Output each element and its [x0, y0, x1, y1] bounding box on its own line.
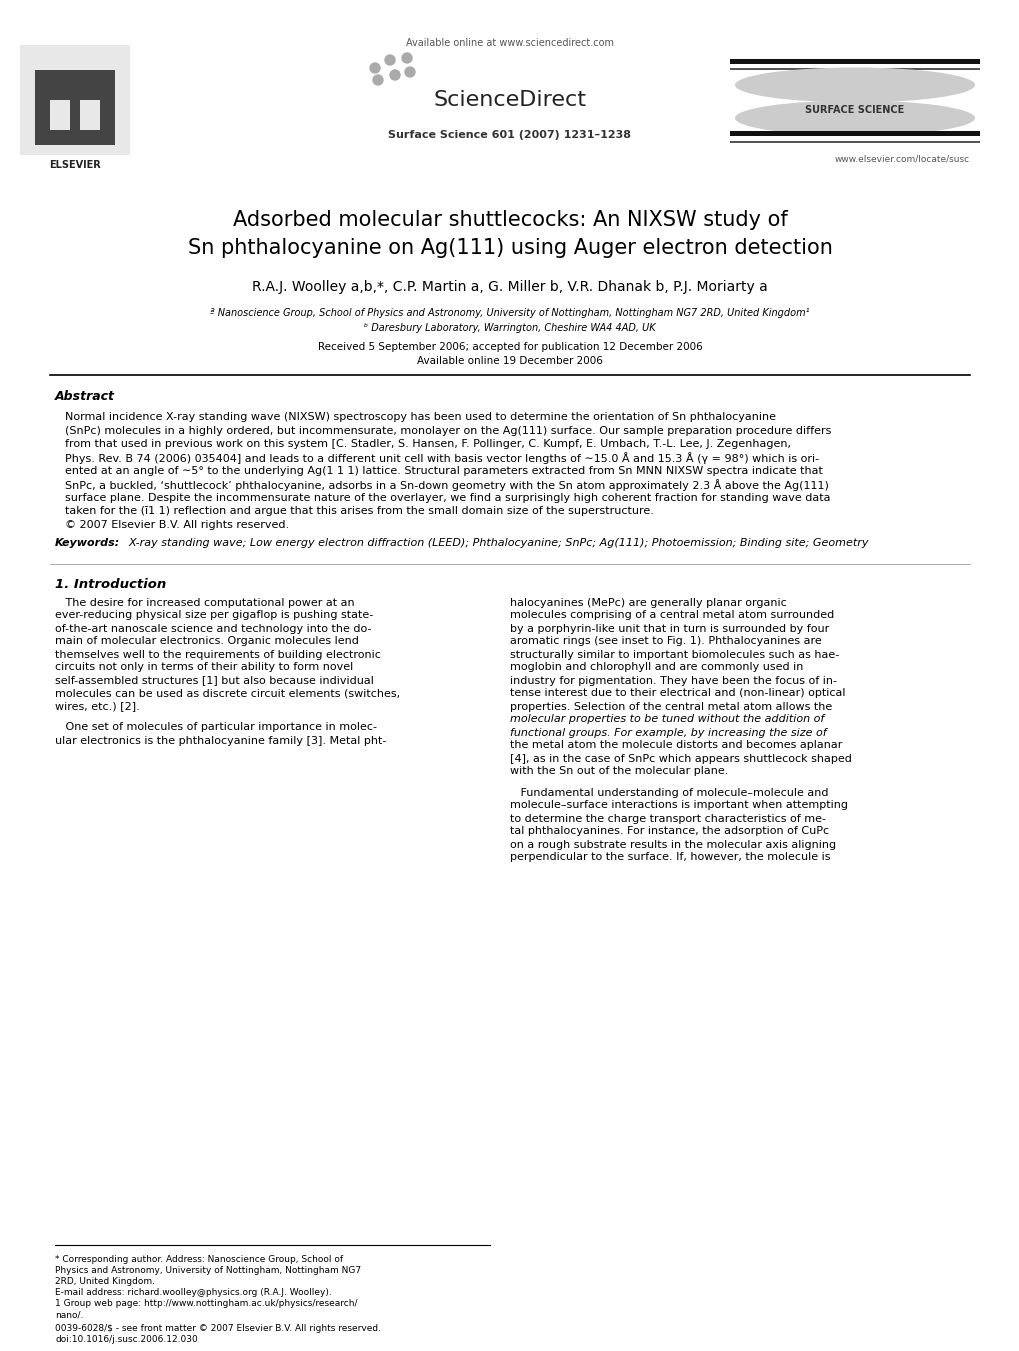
Bar [730, 68, 979, 70]
Text: molecular properties to be tuned without the addition of: molecular properties to be tuned without… [510, 715, 823, 724]
Text: 1 Group web page: http://www.nottingham.ac.uk/physics/research/: 1 Group web page: http://www.nottingham.… [55, 1300, 357, 1308]
Text: moglobin and chlorophyll and are commonly used in: moglobin and chlorophyll and are commonl… [510, 662, 803, 673]
Text: by a porphyrin-like unit that in turn is surrounded by four: by a porphyrin-like unit that in turn is… [510, 624, 828, 634]
Text: 1. Introduction: 1. Introduction [55, 577, 166, 590]
Circle shape [405, 68, 415, 77]
Bar [50, 100, 70, 130]
Text: Available online 19 December 2006: Available online 19 December 2006 [417, 357, 602, 366]
Text: tal phthalocyanines. For instance, the adsorption of CuPc: tal phthalocyanines. For instance, the a… [510, 827, 828, 836]
Text: taken for the (ī1 1) reflection and argue that this arises from the small domain: taken for the (ī1 1) reflection and argu… [65, 507, 653, 516]
Circle shape [384, 55, 394, 65]
Bar [730, 59, 979, 63]
Text: ª Nanoscience Group, School of Physics and Astronomy, University of Nottingham, : ª Nanoscience Group, School of Physics a… [210, 308, 809, 317]
Text: R.A.J. Woolley a,b,*, C.P. Martin a, G. Miller b, V.R. Dhanak b, P.J. Moriarty a: R.A.J. Woolley a,b,*, C.P. Martin a, G. … [252, 280, 767, 295]
Text: to determine the charge transport characteristics of me-: to determine the charge transport charac… [510, 813, 825, 824]
Ellipse shape [735, 100, 974, 135]
Text: self-assembled structures [1] but also because individual: self-assembled structures [1] but also b… [55, 676, 374, 685]
Bar [20, 45, 129, 155]
Text: Sn phthalocyanine on Ag(111) using Auger electron detection: Sn phthalocyanine on Ag(111) using Auger… [187, 238, 832, 258]
Bar [35, 70, 115, 145]
Text: ELSEVIER: ELSEVIER [49, 159, 101, 170]
Circle shape [370, 63, 380, 73]
Text: 2RD, United Kingdom.: 2RD, United Kingdom. [55, 1277, 155, 1286]
Text: One set of molecules of particular importance in molec-: One set of molecules of particular impor… [55, 723, 377, 732]
Text: functional groups. For example, by increasing the size of: functional groups. For example, by incre… [510, 727, 825, 738]
Text: (SnPc) molecules in a highly ordered, but incommensurate, monolayer on the Ag(11: (SnPc) molecules in a highly ordered, bu… [65, 426, 830, 435]
Text: * Corresponding author. Address: Nanoscience Group, School of: * Corresponding author. Address: Nanosci… [55, 1255, 342, 1265]
Text: Keywords:: Keywords: [55, 538, 120, 547]
Text: circuits not only in terms of their ability to form novel: circuits not only in terms of their abil… [55, 662, 353, 673]
Text: industry for pigmentation. They have been the focus of in-: industry for pigmentation. They have bee… [510, 676, 837, 685]
Circle shape [389, 70, 399, 80]
Text: main of molecular electronics. Organic molecules lend: main of molecular electronics. Organic m… [55, 636, 359, 647]
Text: molecules comprising of a central metal atom surrounded: molecules comprising of a central metal … [510, 611, 834, 620]
Text: www.elsevier.com/locate/susc: www.elsevier.com/locate/susc [835, 155, 969, 163]
Text: molecule–surface interactions is important when attempting: molecule–surface interactions is importa… [510, 801, 847, 811]
Text: Available online at www.sciencedirect.com: Available online at www.sciencedirect.co… [406, 38, 613, 49]
Text: with the Sn out of the molecular plane.: with the Sn out of the molecular plane. [510, 766, 728, 777]
Text: properties. Selection of the central metal atom allows the: properties. Selection of the central met… [510, 701, 832, 712]
Text: [4], as in the case of SnPc which appears shuttlecock shaped: [4], as in the case of SnPc which appear… [510, 754, 851, 763]
Text: The desire for increased computational power at an: The desire for increased computational p… [55, 597, 355, 608]
Text: doi:10.1016/j.susc.2006.12.030: doi:10.1016/j.susc.2006.12.030 [55, 1335, 198, 1344]
Text: tense interest due to their electrical and (non-linear) optical: tense interest due to their electrical a… [510, 689, 845, 698]
Bar [730, 141, 979, 143]
Text: Physics and Astronomy, University of Nottingham, Nottingham NG7: Physics and Astronomy, University of Not… [55, 1266, 361, 1275]
Text: halocyanines (MePc) are generally planar organic: halocyanines (MePc) are generally planar… [510, 597, 786, 608]
Text: aromatic rings (see inset to Fig. 1). Phthalocyanines are: aromatic rings (see inset to Fig. 1). Ph… [510, 636, 821, 647]
Text: ented at an angle of ∼5° to the underlying Ag(1 1 1) lattice. Structural paramet: ented at an angle of ∼5° to the underlyi… [65, 466, 822, 476]
Text: Phys. Rev. B 74 (2006) 035404] and leads to a different unit cell with basis vec: Phys. Rev. B 74 (2006) 035404] and leads… [65, 453, 818, 465]
Text: of-the-art nanoscale science and technology into the do-: of-the-art nanoscale science and technol… [55, 624, 371, 634]
Text: ular electronics is the phthalocyanine family [3]. Metal pht-: ular electronics is the phthalocyanine f… [55, 735, 386, 746]
Text: structurally similar to important biomolecules such as hae-: structurally similar to important biomol… [510, 650, 839, 659]
Text: E-mail address: richard.woolley@physics.org (R.A.J. Woolley).: E-mail address: richard.woolley@physics.… [55, 1288, 331, 1297]
Text: Surface Science 601 (2007) 1231–1238: Surface Science 601 (2007) 1231–1238 [388, 130, 631, 141]
Text: Fundamental understanding of molecule–molecule and: Fundamental understanding of molecule–mo… [510, 788, 827, 797]
Text: molecules can be used as discrete circuit elements (switches,: molecules can be used as discrete circui… [55, 689, 399, 698]
Bar [730, 131, 979, 136]
Text: ᵇ Daresbury Laboratory, Warrington, Cheshire WA4 4AD, UK: ᵇ Daresbury Laboratory, Warrington, Ches… [364, 323, 655, 332]
Text: Abstract: Abstract [55, 390, 115, 403]
Ellipse shape [735, 68, 974, 103]
Text: 0039-6028/$ - see front matter © 2007 Elsevier B.V. All rights reserved.: 0039-6028/$ - see front matter © 2007 El… [55, 1324, 381, 1333]
Bar [79, 100, 100, 130]
Text: © 2007 Elsevier B.V. All rights reserved.: © 2007 Elsevier B.V. All rights reserved… [65, 520, 288, 530]
Text: SURFACE SCIENCE: SURFACE SCIENCE [805, 105, 904, 115]
Text: wires, etc.) [2].: wires, etc.) [2]. [55, 701, 140, 712]
Circle shape [401, 53, 412, 63]
Text: surface plane. Despite the incommensurate nature of the overlayer, we find a sur: surface plane. Despite the incommensurat… [65, 493, 829, 503]
Text: nano/.: nano/. [55, 1310, 84, 1319]
Text: on a rough substrate results in the molecular axis aligning: on a rough substrate results in the mole… [510, 839, 836, 850]
Text: X-ray standing wave; Low energy electron diffraction (LEED); Phthalocyanine; SnP: X-ray standing wave; Low energy electron… [122, 538, 867, 547]
Text: ScienceDirect: ScienceDirect [433, 91, 586, 109]
Circle shape [373, 76, 382, 85]
Text: the metal atom the molecule distorts and becomes aplanar: the metal atom the molecule distorts and… [510, 740, 842, 751]
Text: Adsorbed molecular shuttlecocks: An NIXSW study of: Adsorbed molecular shuttlecocks: An NIXS… [232, 209, 787, 230]
Text: themselves well to the requirements of building electronic: themselves well to the requirements of b… [55, 650, 380, 659]
Text: Normal incidence X-ray standing wave (NIXSW) spectroscopy has been used to deter: Normal incidence X-ray standing wave (NI… [65, 412, 775, 422]
Text: SnPc, a buckled, ‘shuttlecock’ phthalocyanine, adsorbs in a Sn-down geometry wit: SnPc, a buckled, ‘shuttlecock’ phthalocy… [65, 480, 828, 492]
Text: perpendicular to the surface. If, however, the molecule is: perpendicular to the surface. If, howeve… [510, 852, 829, 862]
Text: from that used in previous work on this system [C. Stadler, S. Hansen, F. Pollin: from that used in previous work on this … [65, 439, 790, 449]
Text: ever-reducing physical size per gigaflop is pushing state-: ever-reducing physical size per gigaflop… [55, 611, 373, 620]
Text: Received 5 September 2006; accepted for publication 12 December 2006: Received 5 September 2006; accepted for … [317, 342, 702, 353]
